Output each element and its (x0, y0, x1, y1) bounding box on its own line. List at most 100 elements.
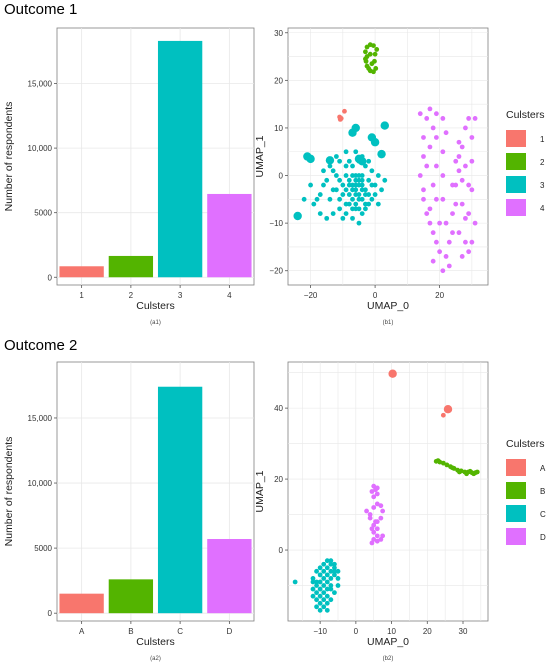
point (317, 586, 323, 592)
point (343, 149, 349, 155)
point (433, 135, 439, 140)
point (373, 66, 379, 71)
point (321, 568, 327, 574)
x-tick-label: A (79, 627, 85, 636)
point (367, 512, 373, 517)
point (374, 538, 380, 544)
y-tick-label: 30 (274, 29, 283, 38)
point (308, 182, 313, 188)
point (382, 177, 388, 183)
point (430, 125, 436, 131)
point (440, 460, 446, 466)
point (356, 173, 362, 178)
point (469, 158, 475, 164)
point (324, 607, 330, 613)
point (469, 135, 475, 140)
point (450, 211, 455, 217)
point (371, 43, 376, 49)
point (449, 465, 455, 471)
x-axis-label: Culsters (136, 300, 175, 312)
x-tick-label: 1 (79, 291, 84, 300)
bar-D (207, 539, 252, 614)
plot-panel (287, 27, 489, 286)
point (366, 158, 372, 164)
point (463, 163, 468, 169)
point (370, 138, 380, 147)
point (314, 604, 319, 610)
point (324, 600, 330, 606)
point (359, 177, 365, 183)
point (317, 593, 323, 599)
point (363, 49, 368, 55)
point (371, 522, 377, 528)
panel-caption: (a2) (150, 656, 161, 662)
x-tick-label: D (226, 627, 232, 636)
point (467, 468, 473, 474)
point (433, 239, 439, 245)
point (340, 182, 346, 188)
legend-label: 3 (540, 181, 545, 190)
point (332, 590, 337, 596)
point (374, 533, 380, 539)
point (337, 158, 343, 164)
point (371, 536, 377, 542)
plot-panel (287, 361, 489, 622)
bar-C (157, 386, 203, 614)
point (330, 211, 336, 217)
point (456, 168, 462, 174)
point (459, 177, 465, 183)
point (363, 56, 368, 62)
point (440, 268, 446, 274)
point (417, 173, 423, 178)
point (340, 192, 346, 197)
point (463, 239, 468, 245)
section-title-outcome-2: Outcome 2 (4, 337, 78, 354)
point (330, 168, 336, 174)
point (388, 369, 397, 378)
point (472, 116, 478, 121)
point (350, 206, 355, 212)
point (474, 469, 480, 475)
point (446, 239, 452, 245)
point (317, 192, 323, 197)
point (450, 230, 455, 236)
point (328, 561, 334, 567)
point (317, 211, 323, 217)
legend-label: A (540, 464, 546, 473)
point (340, 215, 346, 221)
point (337, 196, 343, 202)
point (353, 192, 359, 197)
point (424, 211, 430, 217)
point (337, 177, 343, 183)
legend-label: 1 (540, 135, 545, 144)
point (380, 533, 386, 539)
point (311, 201, 317, 207)
point (427, 206, 433, 212)
point (379, 187, 384, 193)
point (456, 139, 462, 145)
point (463, 125, 468, 131)
point (328, 568, 334, 574)
legend-label: C (540, 510, 546, 519)
point (373, 519, 378, 525)
point (374, 491, 380, 497)
point (437, 249, 443, 255)
point (310, 576, 316, 581)
y-tick-label: 40 (274, 404, 283, 413)
point (310, 579, 316, 585)
legend-swatch-A (506, 459, 526, 476)
point (324, 558, 330, 564)
point (371, 529, 377, 535)
point (369, 196, 375, 202)
point (350, 196, 355, 202)
point (372, 192, 378, 197)
point (440, 412, 446, 418)
point (321, 597, 327, 603)
x-tick-label: 30 (459, 627, 468, 636)
point (433, 196, 439, 202)
point (443, 130, 449, 136)
point (314, 597, 319, 603)
point (328, 597, 334, 603)
point (301, 196, 307, 202)
point (306, 154, 315, 164)
